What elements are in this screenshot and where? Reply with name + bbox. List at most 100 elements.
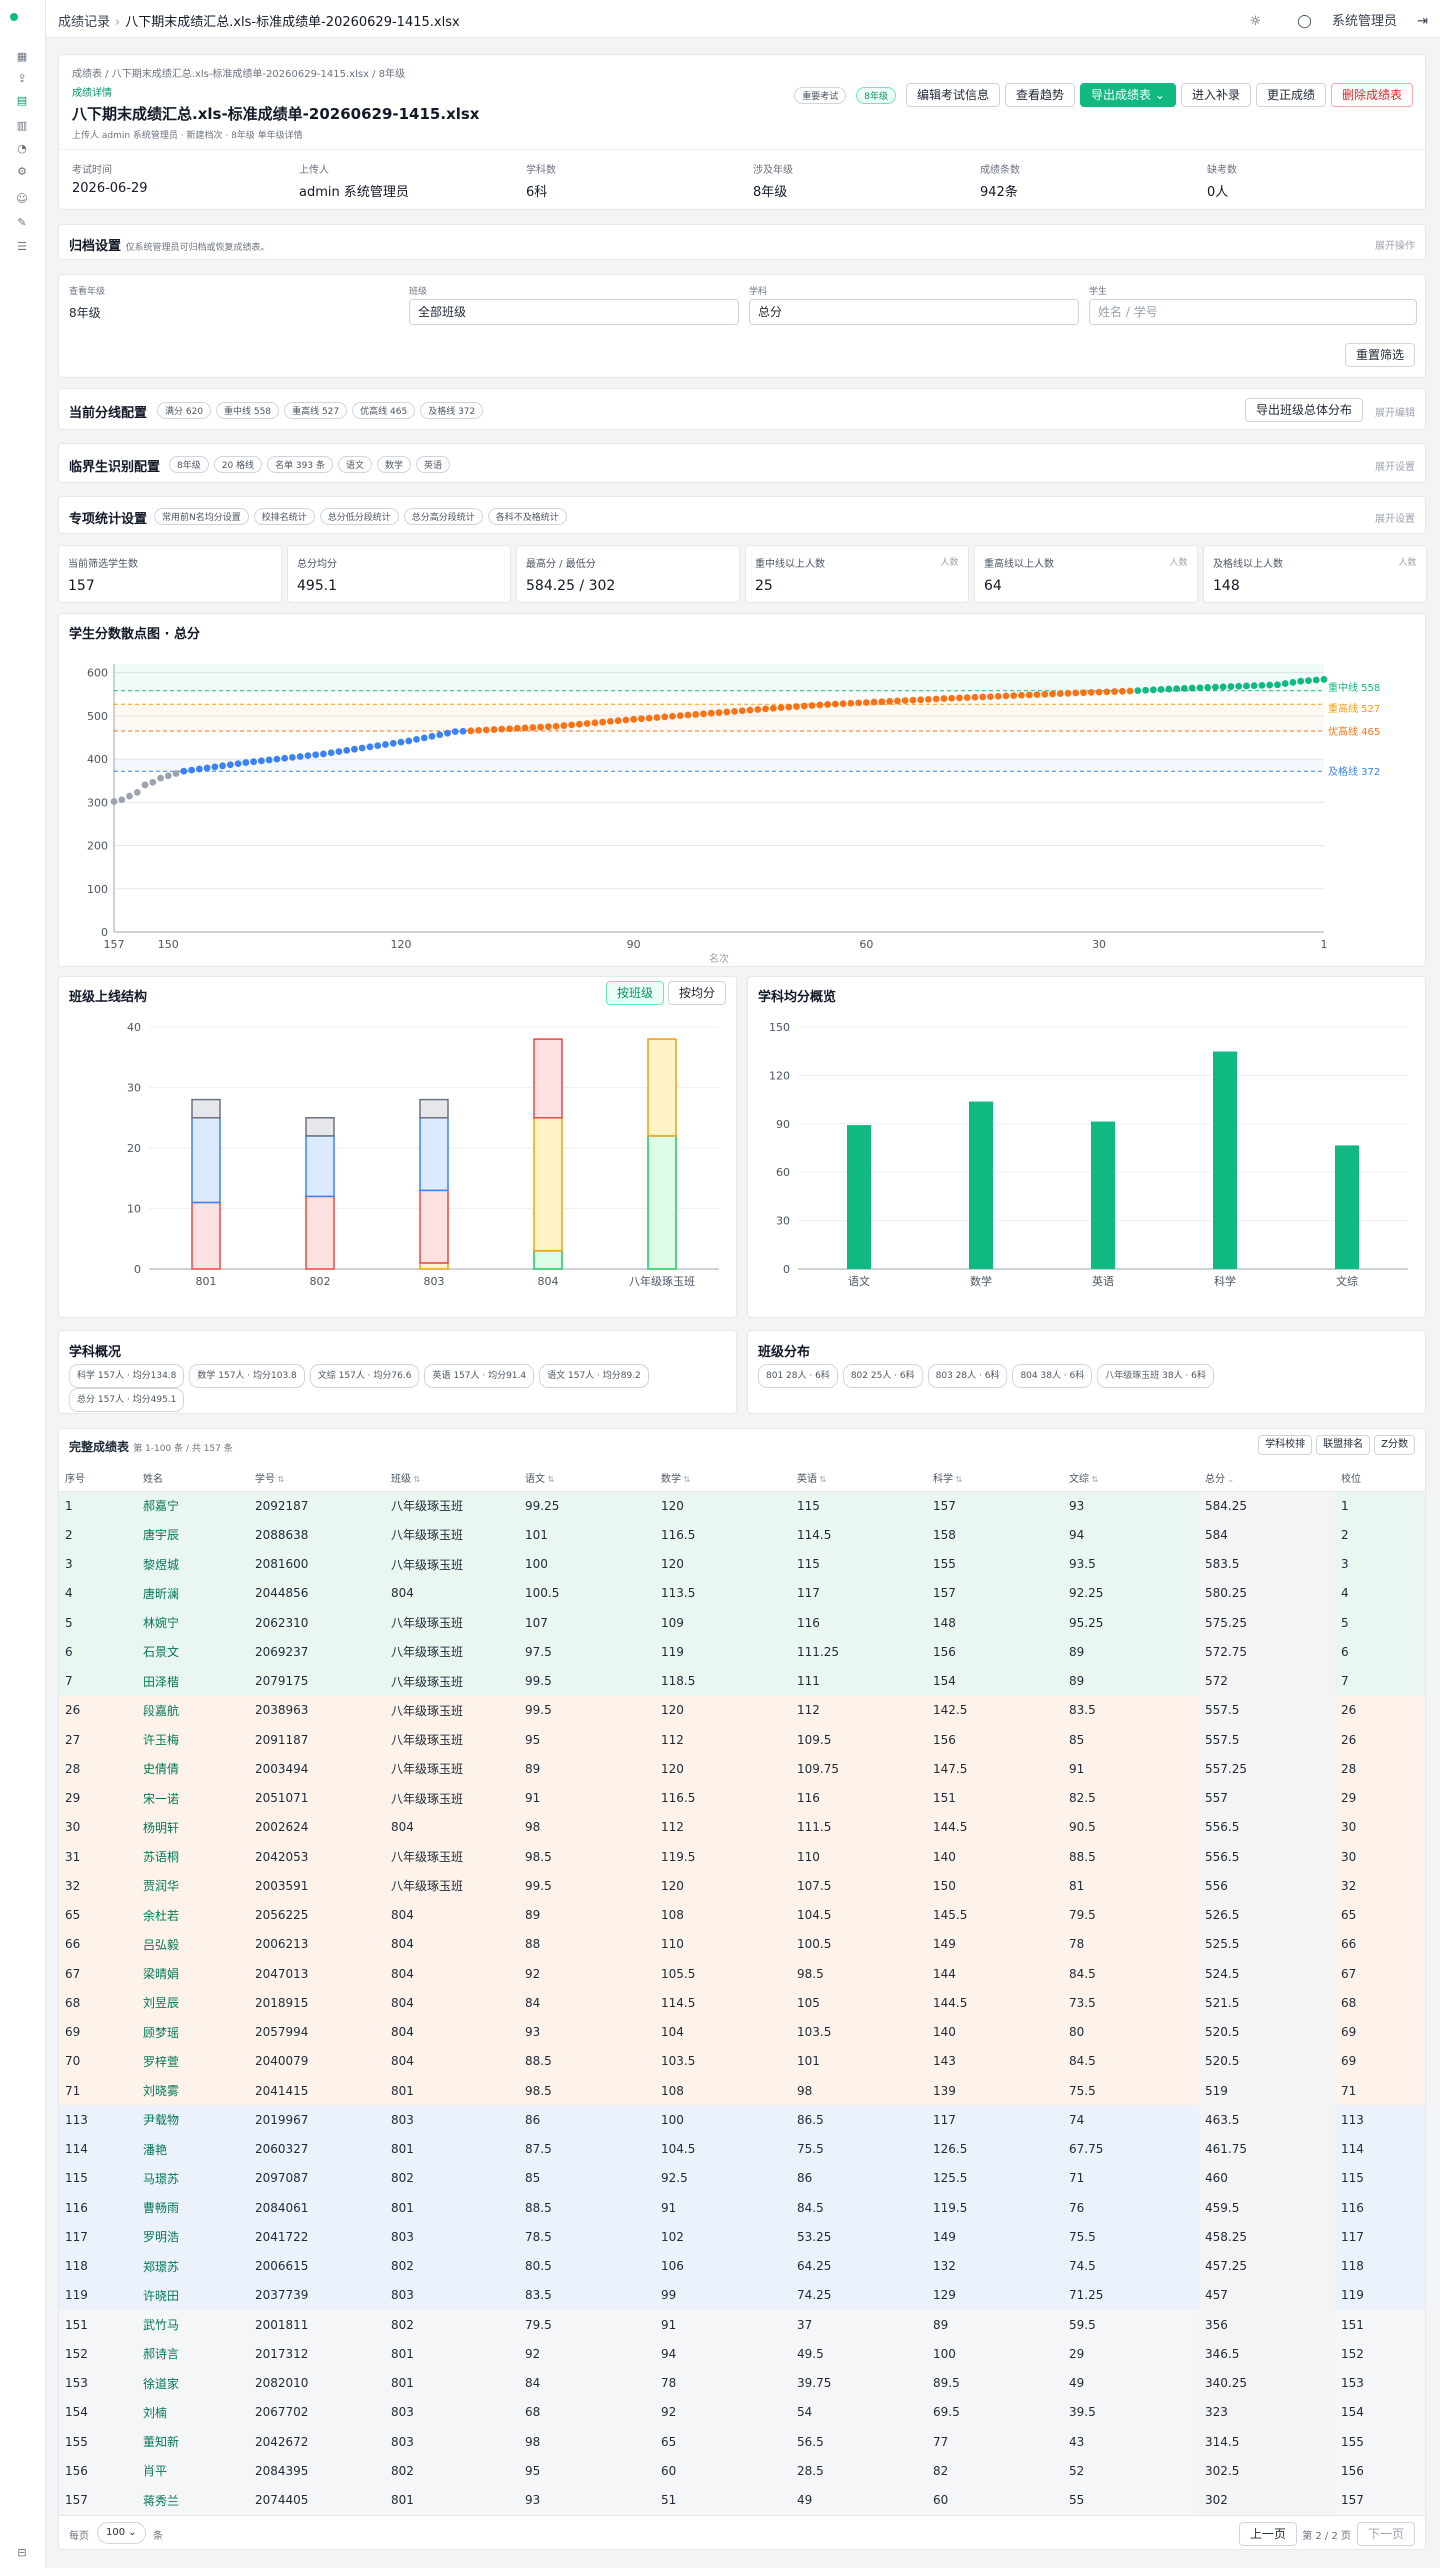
student-point[interactable] (1134, 687, 1142, 695)
student-point[interactable] (684, 711, 692, 719)
chart-icon[interactable]: ▥ (16, 119, 28, 132)
table-row[interactable]: 6 石景文 2069237 八年级琢玉班 97.5 119 111.25 156 89 572.7… (59, 1637, 1425, 1667)
table-row[interactable]: 154 刘楠 2067702 803 68 92 54 69.5 39.5 323 154 (59, 2397, 1425, 2427)
table-row[interactable]: 157 蒋秀兰 2074405 801 93 51 49 60 55 302 157 (59, 2485, 1425, 2515)
table-cell-姓名[interactable]: 梁晴娟 (137, 1959, 249, 1989)
student-point[interactable] (451, 728, 459, 736)
critical-expand-link[interactable]: 展开设置 (1375, 462, 1415, 473)
stacked-bar-segment[interactable] (305, 1117, 335, 1137)
class-chip-3[interactable]: 804 38人 · 6科 (1012, 1364, 1093, 1388)
table-cell-姓名[interactable]: 段嘉航 (137, 1695, 249, 1725)
table-cell-姓名[interactable]: 曹畅雨 (137, 2193, 249, 2223)
student-point[interactable] (1149, 686, 1157, 694)
student-point[interactable] (1312, 676, 1320, 684)
table-cell-姓名[interactable]: 宋一诺 (137, 1783, 249, 1813)
student-point[interactable] (591, 719, 599, 727)
student-point[interactable] (1064, 689, 1072, 697)
table-cell-姓名[interactable]: 苏语桐 (137, 1842, 249, 1872)
column-header-5[interactable]: 数学 ⇅ (655, 1465, 791, 1492)
table-cell-姓名[interactable]: 刘楠 (137, 2397, 249, 2427)
special-expand-link[interactable]: 展开设置 (1375, 514, 1415, 525)
student-point[interactable] (320, 750, 327, 758)
student-point[interactable] (932, 695, 940, 703)
student-point[interactable] (521, 724, 529, 732)
subject-bar[interactable] (1213, 1051, 1237, 1269)
student-point[interactable] (987, 693, 994, 700)
student-point[interactable] (180, 767, 188, 775)
student-point[interactable] (405, 737, 413, 745)
student-point[interactable] (1250, 682, 1258, 690)
student-point[interactable] (638, 715, 645, 723)
table-action-1[interactable]: 联盟排名 (1316, 1435, 1371, 1455)
student-point[interactable] (925, 695, 932, 703)
table-cell-姓名[interactable]: 石景文 (137, 1637, 249, 1667)
student-point[interactable] (1305, 677, 1312, 685)
table-cell-姓名[interactable]: 林婉宁 (137, 1608, 249, 1638)
student-point[interactable] (661, 713, 669, 721)
table-row[interactable]: 27 许玉梅 2091187 八年级琢玉班 95 112 109.5 156 85 557.5 26 (59, 1725, 1425, 1755)
student-point[interactable] (700, 710, 707, 718)
student-point[interactable] (1180, 684, 1188, 692)
table-row[interactable]: 116 曹畅雨 2084061 801 88.5 91 84.5 119.5 76 459.5 11… (59, 2193, 1425, 2223)
user-settings-icon[interactable]: ✎ (17, 216, 27, 229)
prev-page-button[interactable]: 上一页 (1238, 2522, 1297, 2546)
student-point[interactable] (343, 746, 351, 754)
class-chip-4[interactable]: 八年级琢玉班 38人 · 6科 (1097, 1364, 1214, 1388)
student-point[interactable] (692, 711, 700, 718)
student-point[interactable] (560, 722, 568, 729)
column-header-6[interactable]: 英语 ⇅ (791, 1465, 927, 1492)
student-point[interactable] (420, 734, 428, 742)
student-point[interactable] (413, 735, 420, 743)
student-point[interactable] (482, 726, 490, 734)
student-point[interactable] (242, 759, 250, 766)
student-point[interactable] (839, 700, 847, 708)
archive-expand-link[interactable]: 展开操作 (1375, 241, 1415, 252)
student-point[interactable] (288, 753, 296, 761)
student-point[interactable] (777, 704, 785, 712)
table-row[interactable]: 70 罗梓萱 2040079 804 88.5 103.5 101 143 84.5 520.5 6… (59, 2046, 1425, 2076)
student-point[interactable] (901, 697, 909, 704)
student-point[interactable] (537, 723, 545, 731)
class-chip-1[interactable]: 802 25人 · 6科 (842, 1364, 923, 1388)
student-point[interactable] (250, 758, 258, 766)
student-point[interactable] (351, 745, 358, 753)
student-point[interactable] (1281, 680, 1289, 687)
student-point[interactable] (870, 698, 878, 706)
table-row[interactable]: 1 郝嘉宁 2092187 八年级琢玉班 99.25 120 115 157 93 584.25 1 (59, 1491, 1425, 1521)
subject-chip-5[interactable]: 总分 157人 · 均分495.1 (69, 1388, 185, 1412)
student-point[interactable] (226, 761, 234, 769)
student-point[interactable] (374, 742, 382, 750)
table-cell-姓名[interactable]: 董知新 (137, 2427, 249, 2457)
table-cell-姓名[interactable]: 田泽楷 (137, 1666, 249, 1696)
student-point[interactable] (234, 760, 242, 768)
class-select[interactable]: 全部班级 (409, 299, 739, 325)
student-point[interactable] (1274, 681, 1281, 689)
table-action-0[interactable]: 学科校排 (1258, 1435, 1313, 1455)
student-point[interactable] (327, 749, 335, 757)
table-cell-姓名[interactable]: 罗梓萱 (137, 2046, 249, 2076)
student-point[interactable] (769, 704, 777, 712)
table-cell-姓名[interactable]: 蒋秀兰 (137, 2485, 249, 2515)
by-class-toggle[interactable]: 按班级 (605, 981, 664, 1005)
class-chip-2[interactable]: 803 28人 · 6科 (927, 1364, 1008, 1388)
student-point[interactable] (715, 709, 723, 716)
table-row[interactable]: 155 董知新 2042672 803 98 65 56.5 77 43 314.5 155 (59, 2427, 1425, 2457)
table-row[interactable]: 69 顾梦瑶 2057994 804 93 104 103.5 140 80 520.5 69 (59, 2017, 1425, 2047)
student-point[interactable] (1235, 682, 1243, 690)
crumb-root[interactable]: 成绩记录 (58, 15, 111, 30)
student-point[interactable] (948, 694, 956, 702)
student-point[interactable] (389, 739, 397, 747)
student-point[interactable] (552, 722, 560, 730)
student-point[interactable] (1118, 687, 1126, 695)
student-point[interactable] (459, 727, 467, 735)
table-cell-姓名[interactable]: 杨明轩 (137, 1812, 249, 1842)
student-point[interactable] (544, 723, 552, 731)
table-cell-姓名[interactable]: 郑璟苏 (137, 2251, 249, 2281)
table-cell-姓名[interactable]: 唐宇辰 (137, 1520, 249, 1550)
student-point[interactable] (630, 715, 638, 723)
table-cell-姓名[interactable]: 郝嘉宁 (137, 1491, 249, 1521)
stacked-bar-segment[interactable] (647, 1135, 677, 1270)
column-header-3[interactable]: 班级 ⇅ (385, 1465, 519, 1492)
class-chip-0[interactable]: 801 28人 · 6科 (758, 1364, 838, 1388)
student-point[interactable] (428, 732, 436, 740)
